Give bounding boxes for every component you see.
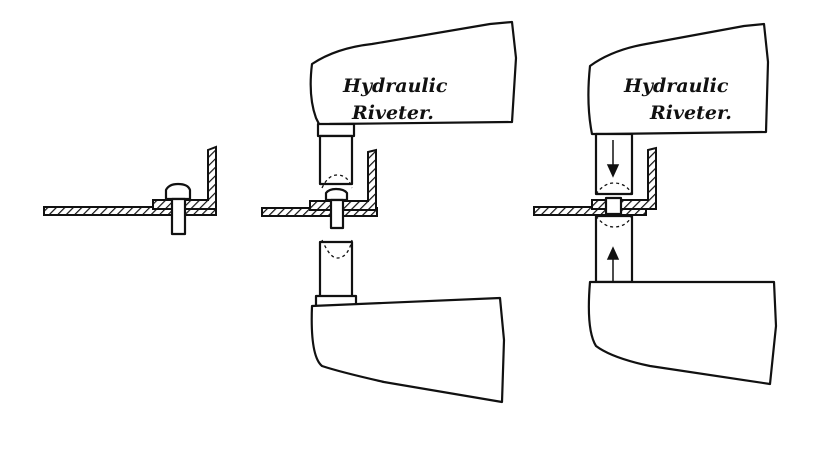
upper-die (594, 132, 634, 196)
lower-die-cup (321, 239, 353, 259)
plate (533, 206, 647, 216)
upper-jaw-label-line2: Riveter. (351, 102, 434, 124)
lower-jaw (587, 280, 778, 386)
angle-iron (152, 145, 217, 210)
upper-jaw-label-line1: Hydraulic (623, 75, 729, 97)
upper-die (318, 134, 354, 186)
rivet-head (324, 187, 349, 202)
upper-die-collar (316, 122, 356, 138)
up-arrow-icon (606, 246, 620, 260)
down-arrow-icon (606, 164, 620, 178)
rivet-head (164, 182, 192, 201)
angle-iron (309, 148, 377, 211)
rivet-shank (329, 198, 345, 230)
rivet (604, 196, 623, 216)
lower-die (318, 240, 354, 300)
upper-jaw (587, 22, 770, 136)
panel-1-before-riveting (43, 145, 217, 236)
upper-jaw (309, 20, 518, 128)
rivet-shank (170, 197, 187, 236)
upper-die-cup (321, 174, 353, 189)
lower-jaw (310, 296, 506, 404)
plate (43, 206, 217, 216)
angle-iron (591, 146, 657, 210)
lower-die-cup (595, 215, 633, 228)
upper-jaw-label-line2: Riveter. (649, 102, 732, 124)
panel-3-riveter-closed: Hydraulic Riveter. (533, 22, 778, 386)
panel-2-riveter-open: Hydraulic Riveter. (261, 20, 518, 404)
upper-jaw-label-line1: Hydraulic (342, 75, 448, 97)
upper-die-cup (595, 182, 633, 195)
